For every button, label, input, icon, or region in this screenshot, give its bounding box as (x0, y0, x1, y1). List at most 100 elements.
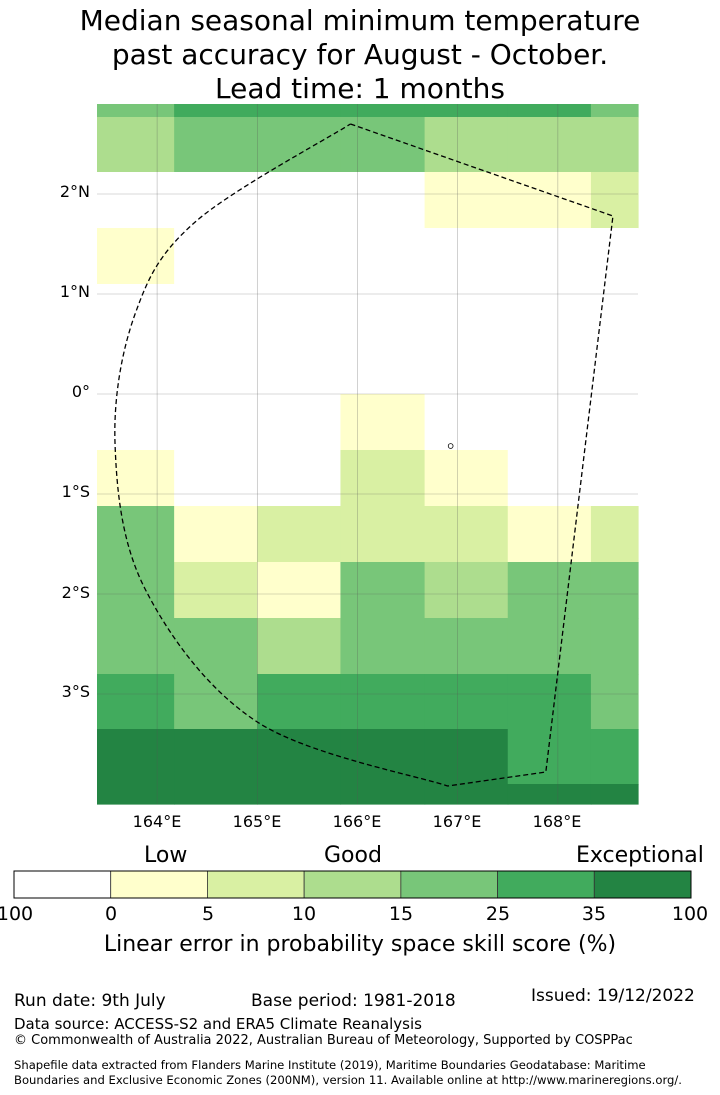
skill-cell (257, 117, 342, 173)
skill-cell (340, 506, 426, 563)
colorbar-segment (13, 870, 112, 899)
skill-cell (424, 228, 509, 285)
skill-cell (424, 729, 509, 785)
skill-cell (257, 172, 342, 229)
colorbar-segment (303, 870, 402, 899)
base-period: Base period: 1981-2018 (251, 991, 456, 1011)
skill-cell (590, 339, 639, 395)
skill-cell (257, 674, 342, 730)
skill-cell (340, 450, 426, 507)
skill-cell (590, 562, 639, 619)
skill-cell (590, 117, 639, 173)
skill-cell (507, 339, 592, 395)
colorbar-tick: 35 (581, 903, 607, 925)
colorbar-segment (497, 870, 595, 899)
title-line-3: Lead time: 1 months (215, 72, 505, 105)
skill-cell (97, 784, 175, 805)
skill-cell (97, 562, 175, 619)
skill-cell (590, 450, 639, 507)
skill-cell (174, 784, 258, 805)
copyright: © Commonwealth of Australia 2022, Austra… (14, 1033, 633, 1048)
skill-cell (590, 228, 639, 285)
skill-cell (174, 450, 258, 507)
skill-cell (340, 172, 426, 229)
skill-cell (257, 506, 342, 563)
skill-cell (507, 394, 592, 451)
skill-cell (590, 618, 639, 675)
colorbar-tick: 100 (671, 903, 709, 925)
skill-cell (590, 674, 639, 730)
skill-cell (257, 729, 342, 785)
chart-title: Median seasonal minimum temperature past… (0, 4, 720, 106)
skill-cell (507, 674, 592, 730)
skill-cell (174, 339, 258, 395)
skill-cell (97, 228, 175, 285)
title-line-2: past accuracy for August - October. (111, 38, 609, 71)
colorbar-tick: 5 (201, 903, 215, 925)
skill-cell (97, 618, 175, 675)
skill-cell (174, 228, 258, 285)
skill-cell (174, 618, 258, 675)
skill-cell (97, 284, 175, 340)
skill-cell (590, 784, 639, 805)
skill-cell (257, 450, 342, 507)
skill-cell (340, 618, 426, 675)
skill-cell (590, 284, 639, 340)
skill-cell (97, 506, 175, 563)
skill-cell (340, 729, 426, 785)
eez-boundary-line (114, 123, 614, 787)
skill-cell (257, 394, 342, 451)
skill-cell (590, 172, 639, 229)
skill-cell (424, 339, 509, 395)
map-gridlines (97, 104, 638, 804)
skill-cell (424, 394, 509, 451)
skill-cell (97, 104, 175, 118)
skill-cell (424, 618, 509, 675)
skill-cell (424, 450, 509, 507)
colorbar-segment (400, 870, 498, 899)
skill-cell (507, 506, 592, 563)
skill-cell (507, 104, 592, 118)
skill-cell (590, 394, 639, 451)
skill-cell (257, 784, 342, 805)
data-source: Data source: ACCESS-S2 and ERA5 Climate … (14, 1015, 422, 1033)
skill-cell (507, 228, 592, 285)
colorbar-word-exceptional: Exceptional (576, 843, 704, 868)
skill-cell (174, 172, 258, 229)
skill-cell (507, 117, 592, 173)
eez-boundary (114, 123, 614, 787)
skill-cell (590, 506, 639, 563)
skill-cell (507, 450, 592, 507)
colorbar-tick: 100 (0, 903, 34, 925)
lat-label-2s: 2°S (61, 583, 90, 602)
island-outline (447, 443, 454, 449)
run-date: Run date: 9th July (14, 991, 166, 1011)
colorbar-title: Linear error in probability space skill … (103, 932, 617, 957)
lon-label-168e: 168°E (532, 812, 582, 831)
lat-label-3s: 3°S (61, 682, 90, 701)
skill-cell (424, 674, 509, 730)
skill-cell (424, 117, 509, 173)
skill-cell (340, 228, 426, 285)
skill-cell (257, 104, 342, 118)
skill-cell (97, 729, 175, 785)
skill-cell (507, 618, 592, 675)
skill-cell (424, 506, 509, 563)
skill-cell (97, 674, 175, 730)
lon-label-164e: 164°E (132, 812, 182, 831)
skill-cell (257, 284, 342, 340)
skill-cell (340, 674, 426, 730)
skill-cell (257, 339, 342, 395)
skill-cell (97, 172, 175, 229)
lat-label-0: 0° (71, 382, 90, 401)
skill-cell (174, 104, 258, 118)
colorbar-frame (13, 870, 692, 899)
skill-cell (424, 284, 509, 340)
lat-label-1n: 1°N (59, 282, 90, 301)
skill-cell (174, 674, 258, 730)
skill-cell (424, 172, 509, 229)
skill-cell (340, 784, 426, 805)
skill-cell (257, 562, 342, 619)
title-line-1: Median seasonal minimum temperature (79, 4, 641, 37)
